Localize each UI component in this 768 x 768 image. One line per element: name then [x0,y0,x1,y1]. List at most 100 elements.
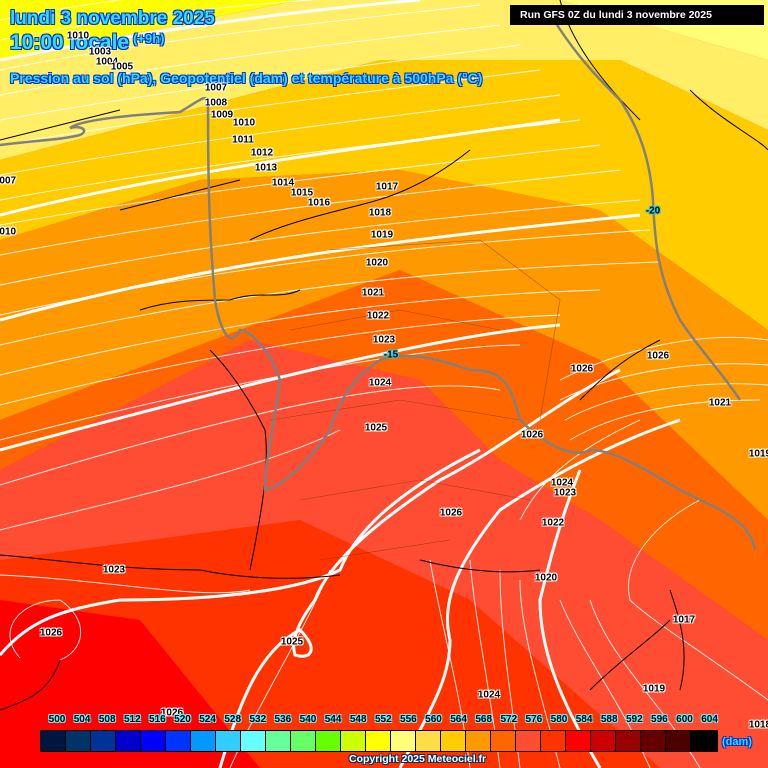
isobar-label: 1024 [550,477,574,489]
colorbar-swatch [541,731,566,751]
colorbar-tick: 524 [199,714,216,725]
colorbar-tick: 596 [651,714,668,725]
colorbar [40,730,718,752]
colorbar-swatch [41,731,66,751]
colorbar-swatch [291,731,316,751]
isobar-label: 1018 [748,719,768,731]
colorbar-tick: 552 [374,714,392,725]
isotherm-label: -15 [383,349,399,361]
isobar-label: 1017 [375,181,399,193]
forecast-time: 10:00 locale (+9h) [10,31,165,55]
colorbar-swatch [466,731,491,751]
isobar-label: 1026 [646,350,670,362]
isobar-label: 1012 [250,147,274,159]
colorbar-unit: (dam) [722,736,752,748]
isobar-label: 1010 [0,226,17,238]
colorbar-swatch [166,731,191,751]
isobar-label: 1019 [748,448,768,460]
isobar-label: 1026 [439,507,463,519]
colorbar-tick: 508 [98,714,116,725]
isobar-label: 1021 [361,287,385,299]
isobar-label: 1022 [541,517,565,529]
colorbar-tick: 572 [500,714,518,725]
colorbar-swatch [266,731,291,751]
colorbar-tick: 548 [349,714,367,725]
isobar-label: 1020 [534,572,558,584]
colorbar-swatch [191,731,216,751]
colorbar-swatch [591,731,616,751]
colorbar-tick: 512 [123,714,141,725]
colorbar-swatch [66,731,91,751]
colorbar-tick: 600 [676,714,693,725]
isobar-label: 1015 [290,187,314,199]
colorbar-tick: 592 [625,714,643,725]
isobar-label: 1025 [364,422,388,434]
isobar-label: 1023 [372,334,396,346]
colorbar-swatch [566,731,591,751]
colorbar-tick: 504 [73,714,91,725]
isobar-label: 1014 [271,177,295,189]
isotherm-label: -20 [645,205,661,217]
colorbar-swatch [491,731,516,751]
isobar-label: 1010 [232,117,256,129]
isobar-label: 1010 [66,30,90,42]
colorbar-tick: 520 [174,714,191,725]
isobar-label: 1011 [232,134,254,146]
colorbar-tick: 576 [525,714,543,725]
colorbar-swatch [691,731,717,751]
isobar-label: 1007 [204,82,228,94]
isobar-label: 1008 [204,97,228,109]
colorbar-swatch [116,731,141,751]
colorbar-tick: 604 [701,714,718,725]
band-568 [0,170,768,520]
isobar-label: 1026 [160,707,184,719]
band-584 [0,600,260,768]
isobar-label: 1005 [110,61,134,73]
colorbar-swatch [316,731,341,751]
isobar-label: 1026 [570,363,594,375]
colorbar-tick: 564 [450,714,467,725]
colorbar-swatch [366,731,391,751]
colorbar-tick: 568 [475,714,493,725]
copyright: Copyright 2025 Meteociel.fr [349,753,487,765]
colorbar-tick: 556 [400,714,417,725]
colorbar-tick: 540 [299,714,317,725]
isobar-label: 1017 [672,614,696,626]
isobar-label: 1009 [210,109,234,121]
band-576 [0,340,768,768]
colorbar-swatch [441,731,466,751]
colorbar-tick: 588 [600,714,618,725]
isobar-label: 1024 [477,689,501,701]
colorbar-tick: 532 [249,714,267,725]
isobar-label: 1021 [708,397,732,409]
colorbar-swatch [241,731,266,751]
isobar-label: 1019 [370,229,394,241]
isobar-label: 1003 [88,46,112,58]
colorbar-swatch [141,731,166,751]
colorbar-swatch [616,731,641,751]
forecast-date: lundi 3 novembre 2025 [10,8,215,29]
colorbar-tick: 584 [575,714,593,725]
isobar-label: 1016 [307,197,331,209]
colorbar-tick: 536 [274,714,292,725]
isobar-label: 1023 [553,487,577,499]
isobar-label: 1024 [368,377,392,389]
isobar-label: 1026 [39,627,63,639]
isobar-label: 1013 [254,162,278,174]
isobar-label: 1023 [102,564,126,576]
colorbar-swatch [341,731,366,751]
colorbar-swatch [216,731,241,751]
isobar-label: 1019 [642,683,666,695]
colorbar-tick: 580 [550,714,568,725]
colorbar-swatch [391,731,416,751]
isobar-label: 1007 [0,175,17,187]
isobar-label: 1018 [368,207,392,219]
colorbar-swatch [416,731,441,751]
map-subtitle: Pression au sol (hPa), Geopotentiel (dam… [10,70,483,86]
band-580 [0,520,660,768]
colorbar-tick: 500 [48,714,66,725]
colorbar-tick: 544 [324,714,342,725]
isobar-label: 1020 [365,257,389,269]
forecast-time-value: 10:00 locale [10,31,130,54]
